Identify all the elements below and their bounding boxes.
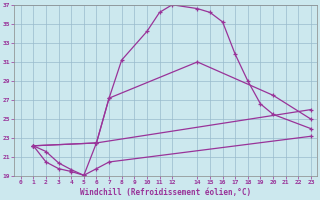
X-axis label: Windchill (Refroidissement éolien,°C): Windchill (Refroidissement éolien,°C) <box>80 188 252 197</box>
